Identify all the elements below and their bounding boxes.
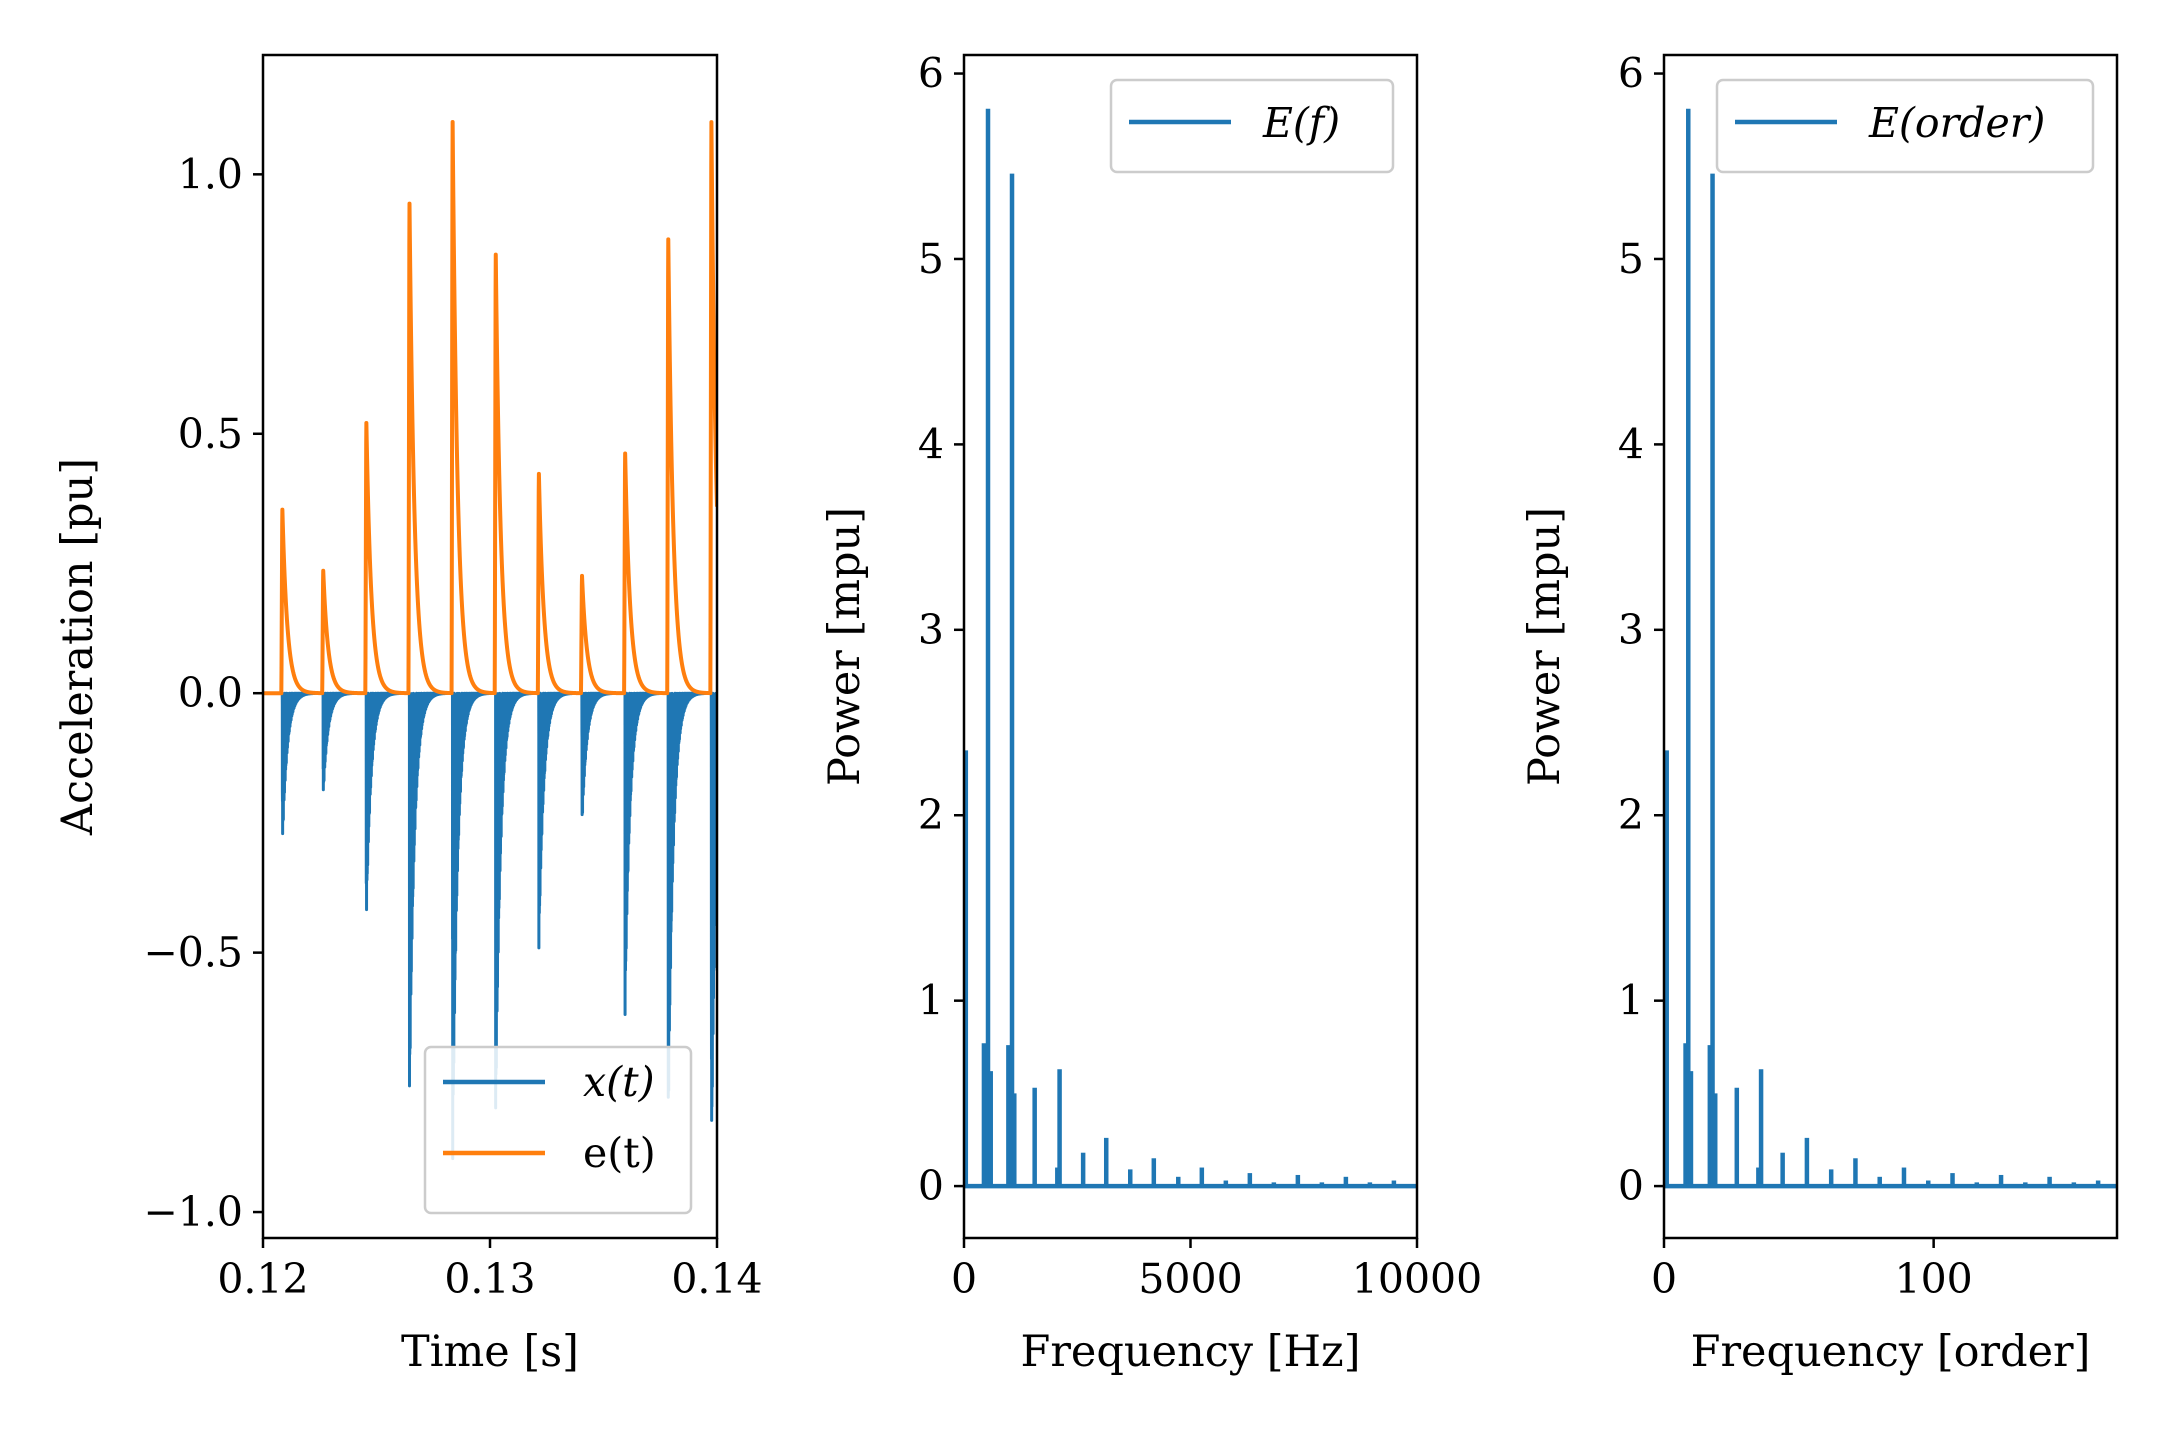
legend-box [1715,78,2095,174]
y-axis-label: Acceleration [pu] [53,458,103,836]
y-tick-label: 2 [1618,791,1644,839]
x-tick-label: 0.12 [217,1255,308,1303]
legend-box [1109,78,1395,174]
legend-label: E(order) [1868,99,2045,147]
y-tick-label: 1 [1618,977,1644,1025]
x-axis-label: Frequency [order] [1691,1327,2091,1377]
y-tick-label: 4 [1618,420,1644,468]
y-tick-label: −0.5 [143,929,243,977]
legend-label: x(t) [583,1058,655,1106]
legend-label: E(f) [1262,99,1340,147]
y-tick-label: 1.0 [178,150,243,198]
frequency-spectrum-panel: 0 5000 10000 0 1 2 3 4 5 6 Frequency [Hz] Power [mp… [820,50,1482,1377]
series-line-e [263,120,717,696]
legend-box [423,1045,693,1215]
legend: x(t) e(t) [423,1045,693,1215]
x-tick-label: 0.13 [444,1255,535,1303]
y-tick-label: 0 [918,1162,944,1210]
plot-area [263,120,717,1161]
x-tick-label: 0 [951,1255,977,1303]
legend: E(order) [1715,78,2095,174]
y-axis-label: Power [mpu] [1520,507,1570,786]
x-tick-label: 5000 [1138,1255,1242,1303]
x-axis-label: Time [s] [401,1327,579,1377]
y-tick-label: 0.5 [178,410,243,458]
y-tick-label: 0 [1618,1162,1644,1210]
y-axis-label: Power [mpu] [820,507,870,786]
x-tick-label: 0.14 [671,1255,762,1303]
y-tick-label: 5 [918,235,944,283]
y-tick-label: 3 [1618,606,1644,654]
y-tick-label: 5 [1618,235,1644,283]
y-tick-label: 1 [918,977,944,1025]
time-domain-panel: 0.12 0.13 0.14 −1.0 −0.5 0.0 0.5 1.0 Time [s] Acc… [53,53,763,1377]
y-tick-label: 6 [918,50,944,98]
legend-label: e(t) [583,1129,656,1177]
order-spectrum-panel: 0 100 0 1 2 3 4 5 6 Frequency [order] Power [mpu] E… [1520,50,2119,1377]
x-axis-label: Frequency [Hz] [1021,1327,1361,1377]
y-tick-label: 6 [1618,50,1644,98]
legend: E(f) [1109,78,1395,174]
axes-frame [1662,53,2119,1240]
y-tick-label: 4 [918,420,944,468]
y-tick-label: 2 [918,791,944,839]
plot-area [964,108,1417,1189]
plot-area [1664,108,2117,1189]
x-tick-label: 10000 [1352,1255,1482,1303]
y-tick-label: −1.0 [143,1188,243,1236]
x-tick-label: 100 [1895,1255,1973,1303]
x-tick-label: 0 [1651,1255,1677,1303]
y-tick-label: 3 [918,606,944,654]
y-tick-label: 0.0 [178,669,243,717]
